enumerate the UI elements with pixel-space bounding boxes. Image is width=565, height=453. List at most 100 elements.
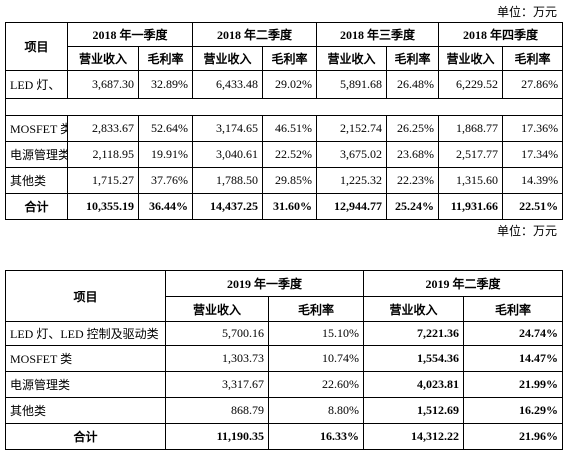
- cell: 4,023.81: [363, 371, 465, 398]
- row-label: LED 灯、: [5, 70, 68, 99]
- cell: 12,944.77: [316, 193, 388, 220]
- cell: 52.64%: [137, 115, 194, 142]
- period-header: 2019 年一季度: [164, 270, 365, 297]
- period-header: 2018 年四季度: [438, 22, 564, 47]
- cell: 37.76%: [137, 167, 194, 194]
- data-row: 其他类 868.79 8.80% 1,512.69 16.29%: [5, 397, 564, 424]
- cell: 46.51%: [262, 115, 318, 142]
- sub-header: 毛利率: [262, 46, 318, 71]
- cell: 2,517.77: [438, 141, 504, 168]
- spacer: [5, 98, 563, 116]
- cell: 10.74%: [267, 345, 365, 372]
- data-row: 电源管理类 3,317.67 22.60% 4,023.81 21.99%: [5, 371, 564, 398]
- data-row: MOSFET 类 2,833.67 52.64% 3,174.65 46.51% 2,15…: [5, 115, 564, 142]
- data-row: MOSFET 类 1,303.73 10.74% 1,554.36 14.47%: [5, 345, 564, 372]
- cell: 7,221.36: [363, 321, 465, 346]
- cell: 27.86%: [502, 70, 564, 99]
- data-row: 电源管理类 2,118.95 19.91% 3,040.61 22.52% 3,675.0…: [5, 141, 564, 168]
- cell: 23.68%: [386, 141, 440, 168]
- cell: 16.33%: [267, 423, 365, 450]
- header-row: 项目 2018 年一季度 2018 年二季度 2018 年三季度 2018 年四季度: [5, 22, 564, 71]
- sub-header: 营业收入: [67, 46, 139, 71]
- row-label: 其他类: [5, 167, 68, 194]
- data-row: LED 灯、LED 控制及驱动类 5,700.16 15.10% 7,221.36 24…: [5, 321, 564, 346]
- cell: 19.91%: [137, 141, 194, 168]
- cell: 2,152.74: [316, 115, 388, 142]
- row-label: 电源管理类: [5, 141, 68, 168]
- cell: 3,040.61: [192, 141, 264, 168]
- cell: 6,433.48: [192, 70, 264, 99]
- sub-header: 毛利率: [502, 46, 564, 71]
- cell: 26.48%: [386, 70, 440, 99]
- data-row: 合计 11,190.35 16.33% 14,312.22 21.96%: [5, 423, 564, 450]
- cell: 3,317.67: [165, 371, 269, 398]
- cell: 22.51%: [502, 193, 564, 220]
- cell: 15.10%: [267, 321, 365, 346]
- unit-label: 单位：万元: [496, 224, 557, 238]
- row-label: 合计: [5, 193, 68, 220]
- cell: 3,687.30: [67, 70, 139, 99]
- cell: 2,118.95: [67, 141, 139, 168]
- cell: 14.47%: [463, 345, 564, 372]
- cell: 14.39%: [502, 167, 564, 194]
- cell: 10,355.19: [67, 193, 139, 220]
- cell: 1,715.27: [67, 167, 139, 194]
- item-header: 项目: [5, 270, 166, 322]
- cell: 1,315.60: [438, 167, 504, 194]
- sub-header: 营业收入: [192, 46, 264, 71]
- cell: 8.80%: [267, 397, 365, 424]
- cell: 1,554.36: [363, 345, 465, 372]
- cell: 32.89%: [137, 70, 194, 99]
- cell: 29.02%: [262, 70, 318, 99]
- sub-header: 毛利率: [463, 296, 564, 322]
- cell: 14,312.22: [363, 423, 465, 450]
- row-label: LED 灯、LED 控制及驱动类: [5, 321, 166, 346]
- table-2018: 项目 2018 年一季度 2018 年二季度 2018 年三季度 2018 年四季度 营业…: [5, 22, 564, 220]
- cell: 11,190.35: [165, 423, 269, 450]
- cell: 11,931.66: [438, 193, 504, 220]
- spacer-cell: [5, 98, 563, 116]
- cell: 1,868.77: [438, 115, 504, 142]
- cell: 2,833.67: [67, 115, 139, 142]
- cell: 21.99%: [463, 371, 564, 398]
- sub-header: 毛利率: [137, 46, 194, 71]
- cell: 868.79: [165, 397, 269, 424]
- cell: 5,891.68: [316, 70, 388, 99]
- sub-header-row: 营业收入 毛利率 营业收入 毛利率 营业收入 毛利率 营业收入 毛利率: [6, 46, 564, 71]
- row-label: MOSFET 类: [5, 115, 68, 142]
- cell: 25.24%: [386, 193, 440, 220]
- cell: 36.44%: [137, 193, 194, 220]
- sub-header: 毛利率: [386, 46, 440, 71]
- period-header: 2019 年二季度: [363, 270, 564, 297]
- cell: 6,229.52: [438, 70, 504, 99]
- sub-header-row: 营业收入 毛利率 营业收入 毛利率: [6, 296, 564, 322]
- cell: 5,700.16: [165, 321, 269, 346]
- cell: 1,512.69: [363, 397, 465, 424]
- cell: 29.85%: [262, 167, 318, 194]
- table-2019: 项目 2019 年一季度 2019 年二季度 营业收入 毛利率 营业收入 毛利率 LED 灯、…: [5, 270, 564, 450]
- cell: 22.60%: [267, 371, 365, 398]
- cell: 26.25%: [386, 115, 440, 142]
- period-header: 2018 年三季度: [316, 22, 440, 47]
- row-label: 电源管理类: [5, 371, 166, 398]
- cell: 3,675.02: [316, 141, 388, 168]
- cell: 1,225.32: [316, 167, 388, 194]
- row-label: 合计: [5, 423, 166, 450]
- row-label: MOSFET 类: [5, 345, 166, 372]
- sub-header: 毛利率: [267, 296, 365, 322]
- cell: 3,174.65: [192, 115, 264, 142]
- cell: 22.23%: [386, 167, 440, 194]
- sub-header: 营业收入: [363, 296, 465, 322]
- header-row: 项目 2019 年一季度 2019 年二季度: [5, 270, 564, 322]
- cell: 1,303.73: [165, 345, 269, 372]
- cell: 17.36%: [502, 115, 564, 142]
- cell: 31.60%: [262, 193, 318, 220]
- cell: 1,788.50: [192, 167, 264, 194]
- item-header: 项目: [5, 22, 68, 71]
- data-row: 其他类 1,715.27 37.76% 1,788.50 29.85% 1,225.32 2…: [5, 167, 564, 194]
- data-row: 合计 10,355.19 36.44% 14,437.25 31.60% 12,944.7…: [5, 193, 564, 220]
- sub-header: 营业收入: [316, 46, 388, 71]
- cell: 14,437.25: [192, 193, 264, 220]
- sub-header: 营业收入: [165, 296, 269, 322]
